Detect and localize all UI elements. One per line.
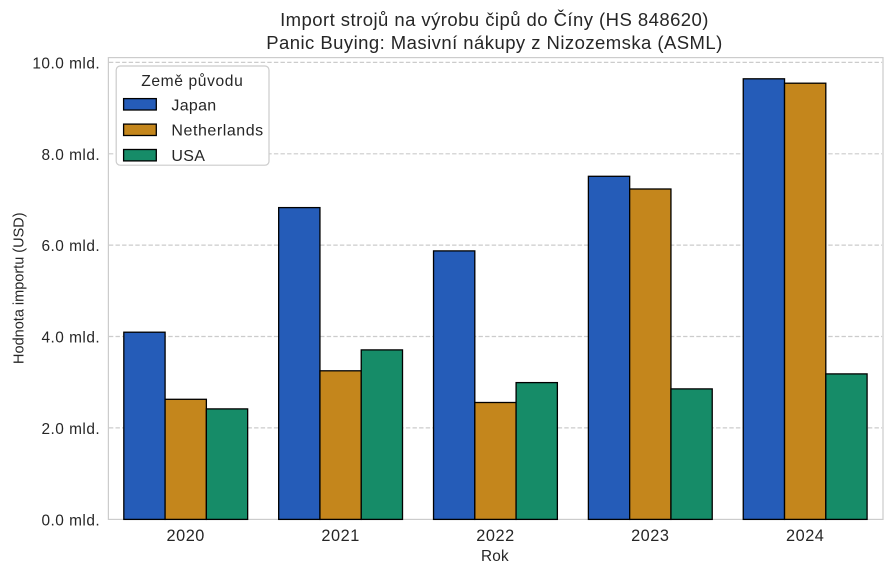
svg-text:Japan: Japan [171,97,216,114]
svg-text:2021: 2021 [321,527,359,545]
svg-text:Import strojů na výrobu čipů d: Import strojů na výrobu čipů do Číny (HS… [280,9,709,30]
svg-text:2022: 2022 [476,527,514,545]
svg-text:4.0 mld.: 4.0 mld. [41,330,100,347]
svg-text:10.0 mld.: 10.0 mld. [32,56,100,73]
svg-text:Země původu: Země původu [141,72,243,90]
svg-text:Hodnota importu (USD): Hodnota importu (USD) [11,212,27,364]
svg-text:6.0 mld.: 6.0 mld. [41,238,100,255]
svg-text:Netherlands: Netherlands [171,123,263,140]
svg-text:USA: USA [171,148,205,165]
svg-text:0.0 mld.: 0.0 mld. [41,513,100,530]
svg-text:2.0 mld.: 2.0 mld. [41,421,100,438]
svg-text:2023: 2023 [631,527,669,545]
svg-text:Rok: Rok [481,548,509,565]
svg-text:Panic Buying: Masivní nákupy z: Panic Buying: Masivní nákupy z Nizozemsk… [266,32,723,53]
svg-text:2020: 2020 [166,527,204,545]
svg-text:2024: 2024 [786,527,824,545]
svg-text:8.0 mld.: 8.0 mld. [41,147,100,164]
